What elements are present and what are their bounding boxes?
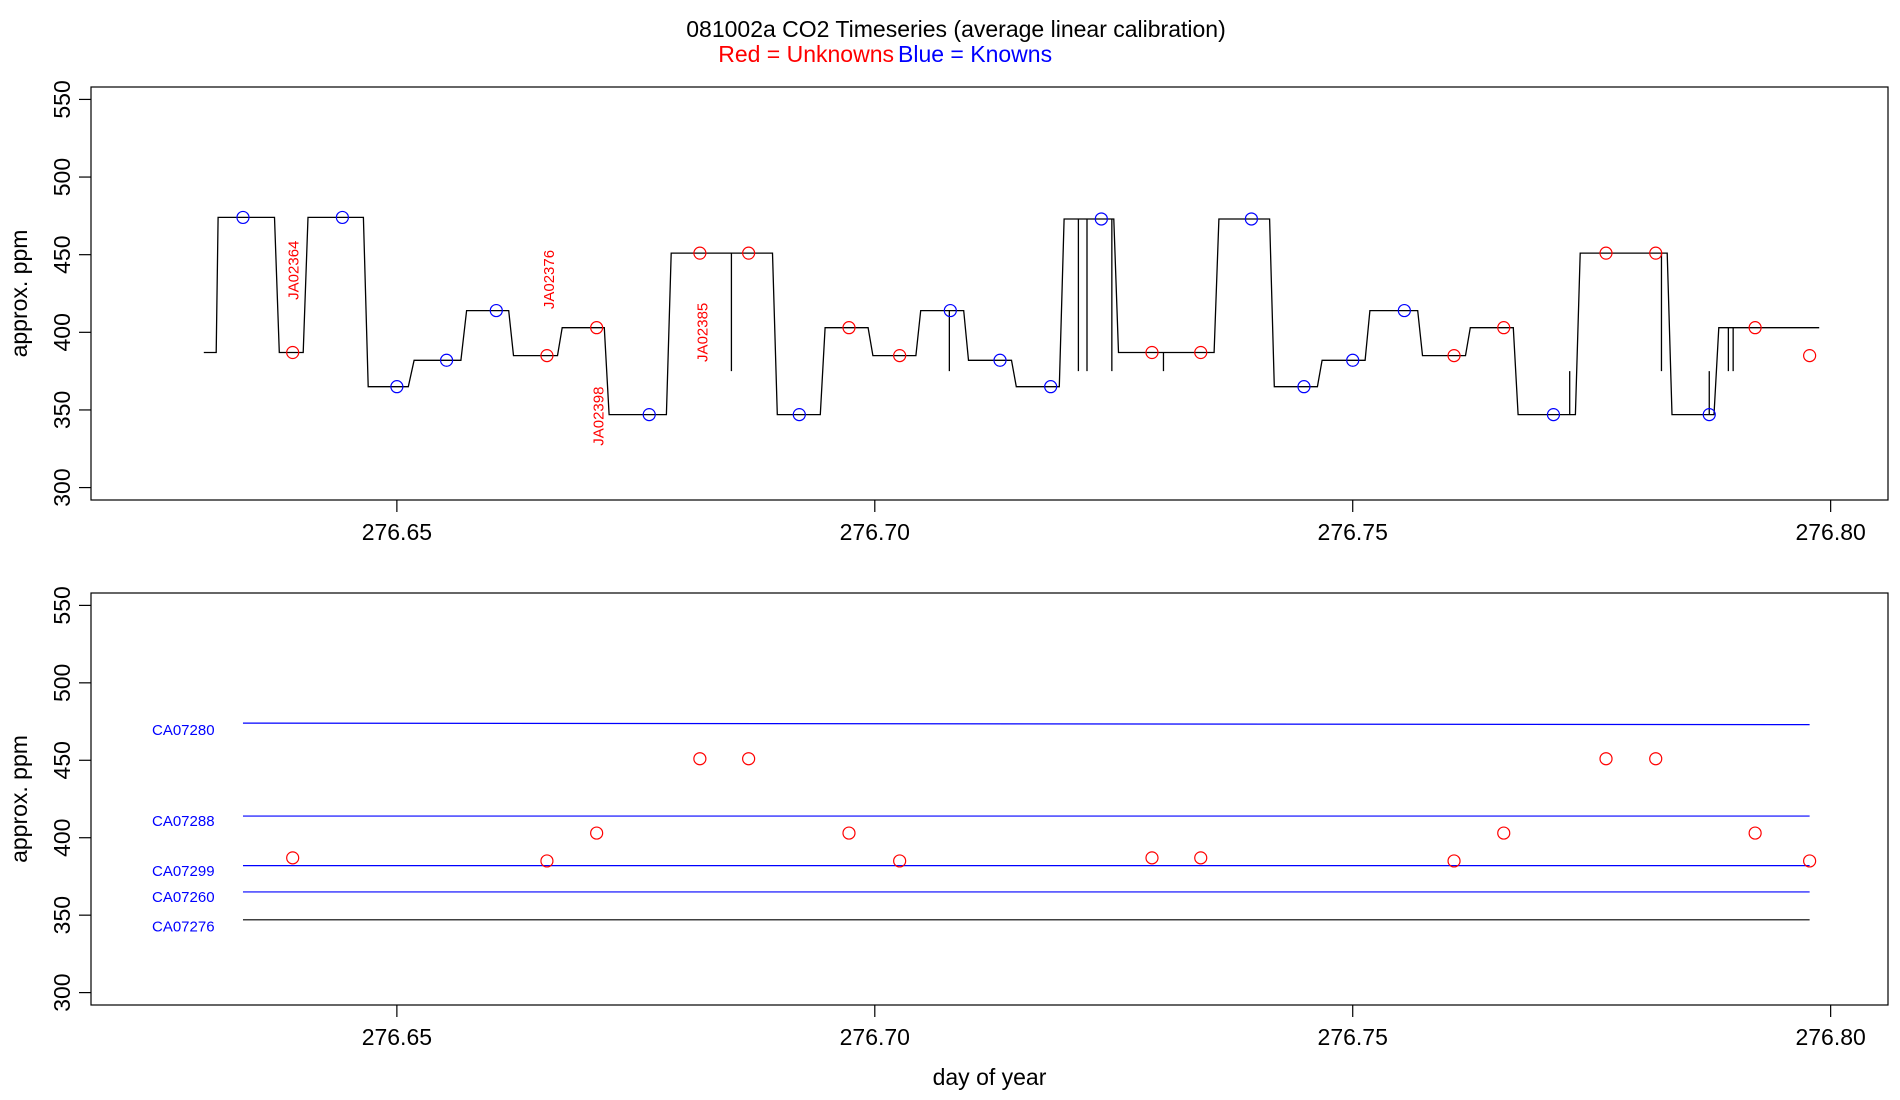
- unknown-point: [1497, 826, 1511, 840]
- y-tick-label: 400: [49, 819, 75, 857]
- sample-annotation: JA02364: [286, 241, 303, 300]
- unknown-point: [590, 321, 604, 335]
- y-tick-label: 500: [49, 158, 75, 196]
- unknown-point: [893, 854, 907, 868]
- legend-unknowns: Red = Unknowns: [718, 41, 894, 67]
- y-tick-label: 550: [49, 80, 75, 118]
- unknown-point: [693, 752, 707, 766]
- y-tick-label: 550: [49, 586, 75, 624]
- unknown-point: [1447, 854, 1461, 868]
- known-point: [1702, 408, 1716, 422]
- unknown-point: [693, 246, 707, 260]
- sample-annotation: JA02385: [695, 303, 712, 362]
- known-point: [993, 353, 1007, 367]
- known-point: [439, 353, 454, 367]
- reference-label: CA07276: [152, 919, 215, 936]
- known-point: [1297, 380, 1311, 394]
- known-point: [1346, 353, 1360, 367]
- y-tick-label: 450: [49, 741, 75, 779]
- known-point: [489, 303, 503, 318]
- y-axis-label: approx. ppm: [6, 735, 32, 863]
- sample-annotation: JA02376: [541, 250, 558, 309]
- unknown-point: [1194, 345, 1208, 360]
- y-tick-label: 300: [49, 973, 75, 1011]
- unknown-point: [1194, 851, 1208, 865]
- unknown-point: [1145, 345, 1159, 360]
- unknown-point: [893, 349, 907, 363]
- known-point: [390, 380, 404, 394]
- chart-title: 081002a CO2 Timeseries (average linear c…: [686, 16, 1226, 42]
- y-axis-label: approx. ppm: [6, 230, 32, 358]
- x-tick-label: 276.80: [1795, 1024, 1865, 1050]
- x-tick-label: 276.75: [1318, 519, 1388, 545]
- unknown-point: [1748, 321, 1762, 335]
- unknown-point: [842, 826, 856, 840]
- unknown-point: [1649, 246, 1663, 260]
- x-tick-label: 276.70: [840, 519, 910, 545]
- unknown-point: [742, 246, 756, 260]
- x-tick-label: 276.65: [362, 519, 432, 545]
- known-point: [1546, 408, 1561, 422]
- x-axis-label: day of year: [933, 1064, 1047, 1090]
- y-tick-label: 300: [49, 468, 75, 506]
- unknown-point: [1447, 349, 1461, 363]
- plot-frame: [90, 86, 1889, 501]
- known-point: [642, 408, 656, 422]
- unknown-point: [590, 826, 604, 840]
- y-tick-label: 450: [49, 235, 75, 273]
- unknown-point: [1497, 321, 1511, 335]
- known-point: [792, 408, 806, 422]
- unknown-point: [286, 851, 300, 865]
- known-point: [1244, 212, 1259, 226]
- unknown-point: [286, 345, 300, 360]
- reference-label: CA07288: [152, 813, 215, 830]
- reference-label: CA07299: [152, 863, 215, 880]
- unknown-point: [540, 349, 554, 363]
- unknown-point: [1803, 349, 1817, 363]
- known-point: [943, 303, 957, 318]
- y-tick-label: 400: [49, 313, 75, 351]
- unknown-point: [1649, 752, 1663, 766]
- y-tick-label: 500: [49, 664, 75, 702]
- reference-line: [242, 722, 1810, 726]
- unknown-point: [1599, 752, 1613, 766]
- unknown-point: [540, 854, 554, 868]
- unknown-point: [742, 752, 756, 766]
- bottom-panel-calibration: 276.65 276.70 276.75 276.80 300 350 400 450 500 5…: [6, 586, 1889, 1090]
- y-tick-label: 350: [49, 391, 75, 429]
- known-point: [1094, 212, 1108, 226]
- reference-label: CA07280: [152, 722, 215, 739]
- x-tick-label: 276.65: [362, 1024, 432, 1050]
- unknown-point: [1748, 826, 1762, 840]
- unknown-point: [1803, 854, 1817, 868]
- x-tick-label: 276.80: [1795, 519, 1865, 545]
- legend-knowns: Blue = Knowns: [898, 41, 1052, 67]
- y-tick-label: 350: [49, 896, 75, 934]
- known-point: [1397, 303, 1411, 318]
- known-point: [236, 210, 250, 225]
- reference-label: CA07260: [152, 889, 215, 906]
- known-point: [1044, 380, 1058, 394]
- unknown-point: [1145, 851, 1159, 865]
- known-point: [335, 210, 349, 225]
- unknown-point: [842, 321, 856, 335]
- sample-annotation: JA02398: [590, 387, 607, 446]
- top-panel-timeseries: 276.65 276.70 276.75 276.80 300 350 400 450 500 5…: [6, 80, 1889, 545]
- plot-frame: [90, 592, 1889, 1006]
- co2-trace-line: [203, 216, 1820, 416]
- unknown-point: [1599, 246, 1613, 260]
- x-tick-label: 276.75: [1318, 1024, 1388, 1050]
- x-tick-label: 276.70: [840, 1024, 910, 1050]
